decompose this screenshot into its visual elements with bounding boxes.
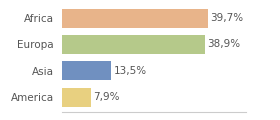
Bar (62, 88, 91, 107)
Text: 13,5%: 13,5% (114, 66, 147, 76)
Text: 7,9%: 7,9% (93, 92, 120, 102)
Bar (62, 9, 208, 28)
Text: 39,7%: 39,7% (211, 13, 244, 23)
Bar (62, 35, 205, 54)
Bar (62, 61, 111, 80)
Text: 38,9%: 38,9% (207, 39, 241, 49)
